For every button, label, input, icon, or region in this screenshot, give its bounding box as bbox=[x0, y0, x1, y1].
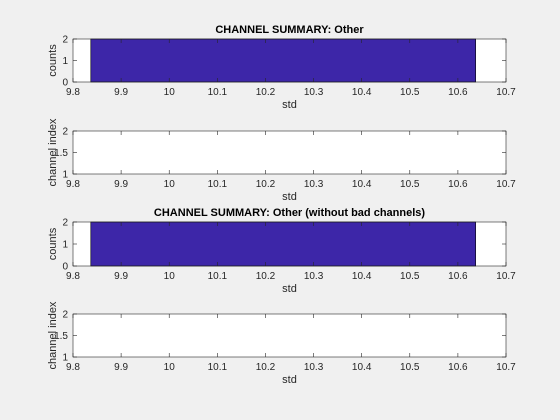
x-tick-label: 10.6 bbox=[448, 179, 468, 190]
x-tick-label: 10.3 bbox=[304, 271, 324, 282]
y-tick-label: 1.5 bbox=[54, 148, 68, 159]
x-tick-label: 10.2 bbox=[256, 271, 276, 282]
x-tick-label: 10.4 bbox=[352, 362, 372, 373]
x-tick-label: 10 bbox=[164, 271, 176, 282]
x-tick-label: 9.8 bbox=[66, 87, 80, 98]
y-tick-label: 1 bbox=[62, 353, 68, 364]
x-tick-label: 10.5 bbox=[400, 362, 420, 373]
x-tick-label: 10.7 bbox=[496, 87, 516, 98]
chart-title: CHANNEL SUMMARY: Other (without bad chan… bbox=[154, 207, 425, 219]
x-tick-label: 10.6 bbox=[448, 271, 468, 282]
x-tick-label: 9.8 bbox=[66, 271, 80, 282]
x-tick-label: 10.7 bbox=[496, 179, 516, 190]
y-tick-label: 2 bbox=[62, 310, 68, 321]
x-tick-label: 10.4 bbox=[352, 271, 372, 282]
y-axis-label: channel index bbox=[47, 301, 59, 369]
x-axis-label: std bbox=[282, 283, 297, 295]
axes-3: 9.8 9.9 10 10.1 10.2 10.3 10.4 10.5 10.6 10.7 0 1 2 s… bbox=[47, 207, 516, 295]
x-tick-label: 10.1 bbox=[208, 87, 228, 98]
chart-title: CHANNEL SUMMARY: Other bbox=[215, 24, 364, 36]
x-tick-label: 10.7 bbox=[496, 271, 516, 282]
x-tick-label: 10.5 bbox=[400, 179, 420, 190]
x-tick-label: 10.5 bbox=[400, 271, 420, 282]
x-tick-label: 10.1 bbox=[208, 179, 228, 190]
y-tick-label: 1 bbox=[62, 56, 68, 67]
y-tick-label: 2 bbox=[62, 35, 68, 46]
x-tick-label: 9.9 bbox=[114, 362, 128, 373]
plot-area bbox=[73, 131, 506, 174]
histogram-bar bbox=[90, 221, 476, 267]
x-axis-label: std bbox=[282, 191, 297, 203]
x-tick-label: 10.5 bbox=[400, 87, 420, 98]
y-tick-label: 2 bbox=[62, 218, 68, 229]
x-tick-label: 9.8 bbox=[66, 362, 80, 373]
axes-1: 9.8 9.9 10 10.1 10.2 10.3 10.4 10.5 10.6 10.7 0 1 2 s… bbox=[47, 24, 516, 111]
x-tick-label: 10.3 bbox=[304, 87, 324, 98]
axes-2: 9.8 9.9 10 10.1 10.2 10.3 10.4 10.5 10.6 10.7 1 1.5… bbox=[47, 118, 516, 203]
x-tick-label: 10.6 bbox=[448, 362, 468, 373]
x-tick-label: 10.1 bbox=[208, 362, 228, 373]
x-tick-label: 10.3 bbox=[304, 179, 324, 190]
x-tick-label: 10.2 bbox=[256, 179, 276, 190]
y-tick-label: 2 bbox=[62, 127, 68, 138]
x-tick-label: 10.2 bbox=[256, 87, 276, 98]
y-tick-label: 1 bbox=[62, 240, 68, 251]
x-tick-label: 10.3 bbox=[304, 362, 324, 373]
histogram-bar bbox=[90, 38, 476, 83]
x-tick-label: 9.9 bbox=[114, 87, 128, 98]
x-tick-label: 10.4 bbox=[352, 87, 372, 98]
x-tick-label: 10.6 bbox=[448, 87, 468, 98]
x-axis-label: std bbox=[282, 374, 297, 386]
y-tick-label: 1 bbox=[62, 170, 68, 181]
x-tick-label: 10.4 bbox=[352, 179, 372, 190]
axes-4: 9.8 9.9 10 10.1 10.2 10.3 10.4 10.5 10.6 10.7 1 1.5… bbox=[47, 301, 516, 386]
x-tick-label: 10.1 bbox=[208, 271, 228, 282]
y-tick-label: 0 bbox=[62, 262, 68, 273]
x-axis-label: std bbox=[282, 99, 297, 111]
y-axis-label: counts bbox=[47, 227, 59, 260]
x-tick-label: 10 bbox=[164, 87, 176, 98]
y-axis-label: channel index bbox=[47, 118, 59, 186]
y-tick-label: 1.5 bbox=[54, 331, 68, 342]
x-tick-label: 10 bbox=[164, 179, 176, 190]
x-tick-label: 9.8 bbox=[66, 179, 80, 190]
x-tick-label: 10 bbox=[164, 362, 176, 373]
x-tick-label: 9.9 bbox=[114, 179, 128, 190]
y-axis-label: counts bbox=[47, 44, 59, 77]
plot-area bbox=[73, 314, 506, 357]
x-tick-label: 10.2 bbox=[256, 362, 276, 373]
x-tick-label: 10.7 bbox=[496, 362, 516, 373]
y-tick-label: 0 bbox=[62, 78, 68, 89]
x-tick-label: 9.9 bbox=[114, 271, 128, 282]
